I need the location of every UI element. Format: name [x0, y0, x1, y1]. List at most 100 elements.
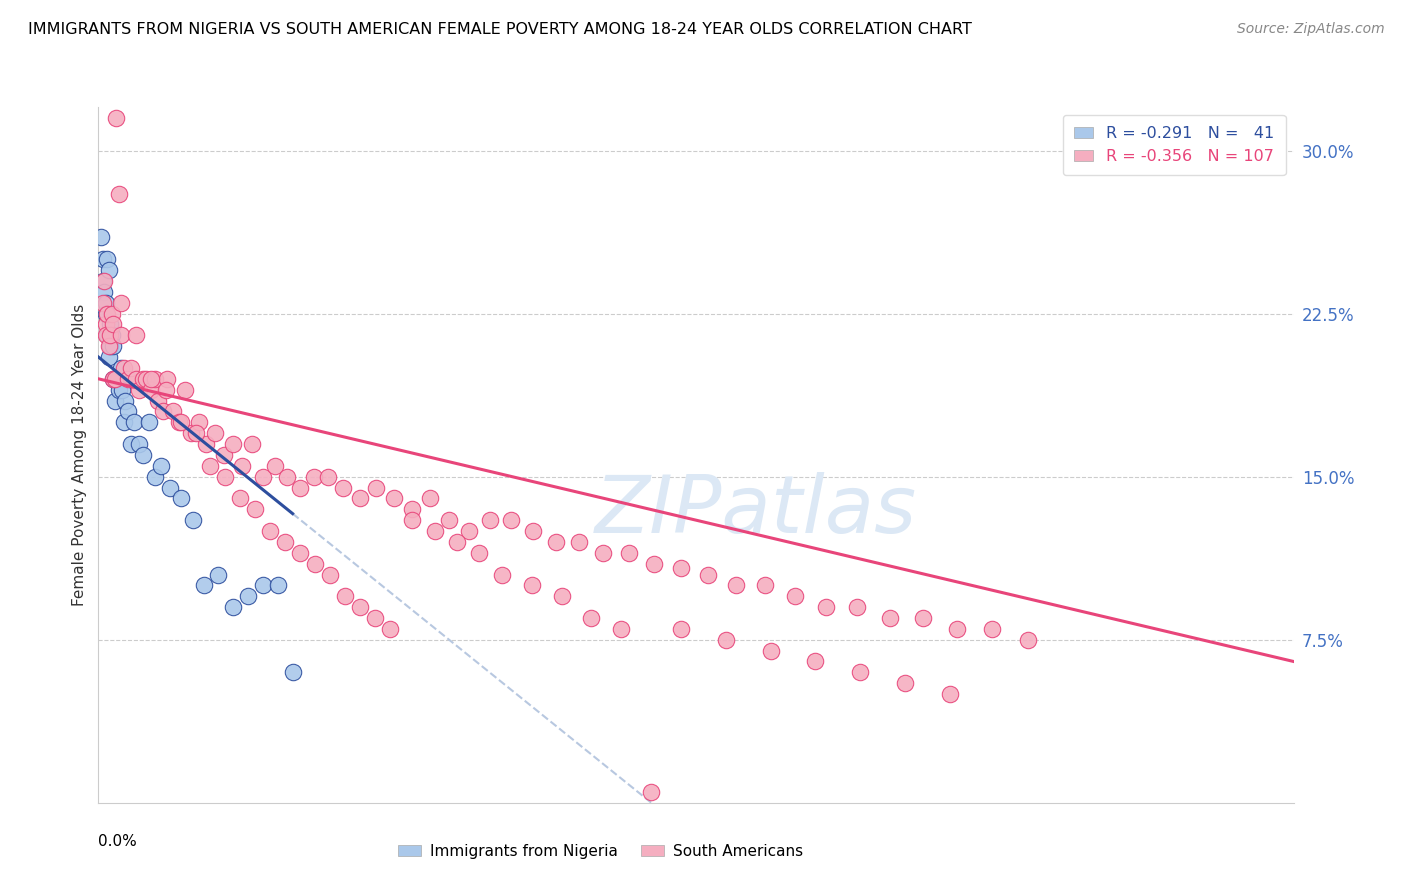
- Point: [274, 535, 297, 549]
- Point: [814, 600, 837, 615]
- Point: [120, 437, 142, 451]
- Point: [132, 448, 155, 462]
- Point: [333, 589, 356, 603]
- Point: [94, 307, 117, 321]
- Point: [180, 426, 202, 441]
- Point: [195, 437, 218, 451]
- Point: [610, 622, 633, 636]
- Point: [332, 481, 354, 495]
- Point: [259, 524, 281, 538]
- Point: [200, 458, 222, 473]
- Point: [96, 307, 118, 321]
- Point: [912, 611, 935, 625]
- Point: [97, 339, 120, 353]
- Point: [110, 360, 132, 375]
- Point: [522, 524, 544, 538]
- Point: [643, 557, 665, 571]
- Point: [93, 274, 115, 288]
- Point: [187, 415, 209, 429]
- Point: [135, 372, 157, 386]
- Point: [96, 252, 118, 267]
- Point: [212, 448, 235, 462]
- Point: [111, 383, 134, 397]
- Point: [759, 643, 782, 657]
- Point: [93, 285, 115, 299]
- Point: [568, 535, 591, 549]
- Point: [366, 481, 388, 495]
- Point: [478, 513, 501, 527]
- Point: [112, 360, 135, 375]
- Point: [714, 632, 737, 647]
- Point: [139, 383, 162, 397]
- Point: [349, 491, 371, 506]
- Text: Source: ZipAtlas.com: Source: ZipAtlas.com: [1237, 22, 1385, 37]
- Point: [382, 491, 405, 506]
- Text: 0.0%: 0.0%: [98, 834, 138, 849]
- Point: [617, 546, 640, 560]
- Point: [550, 589, 572, 603]
- Point: [592, 546, 614, 560]
- Point: [104, 393, 127, 408]
- Point: [401, 502, 423, 516]
- Point: [155, 383, 177, 397]
- Point: [117, 372, 139, 386]
- Point: [214, 469, 236, 483]
- Point: [207, 567, 229, 582]
- Point: [107, 372, 129, 386]
- Point: [94, 328, 117, 343]
- Point: [804, 655, 827, 669]
- Point: [281, 665, 304, 680]
- Point: [103, 372, 125, 386]
- Point: [91, 274, 114, 288]
- Point: [236, 589, 259, 603]
- Point: [725, 578, 748, 592]
- Point: [181, 513, 204, 527]
- Point: [879, 611, 901, 625]
- Point: [108, 383, 131, 397]
- Point: [101, 328, 124, 343]
- Point: [96, 328, 118, 343]
- Point: [939, 687, 962, 701]
- Point: [458, 524, 481, 538]
- Point: [103, 318, 125, 332]
- Point: [105, 111, 128, 125]
- Point: [491, 567, 513, 582]
- Point: [167, 415, 190, 429]
- Point: [846, 600, 869, 615]
- Point: [849, 665, 872, 680]
- Point: [231, 458, 253, 473]
- Point: [229, 491, 252, 506]
- Point: [252, 469, 274, 483]
- Point: [423, 524, 446, 538]
- Point: [97, 263, 120, 277]
- Point: [401, 513, 423, 527]
- Point: [94, 318, 117, 332]
- Point: [125, 328, 148, 343]
- Point: [581, 611, 603, 625]
- Legend: Immigrants from Nigeria, South Americans: Immigrants from Nigeria, South Americans: [392, 838, 808, 864]
- Point: [90, 230, 112, 244]
- Point: [222, 600, 245, 615]
- Point: [419, 491, 441, 506]
- Point: [103, 372, 125, 386]
- Point: [1017, 632, 1039, 647]
- Point: [364, 611, 387, 625]
- Point: [159, 481, 181, 495]
- Point: [245, 502, 267, 516]
- Y-axis label: Female Poverty Among 18-24 Year Olds: Female Poverty Among 18-24 Year Olds: [72, 304, 87, 606]
- Point: [263, 458, 285, 473]
- Point: [138, 415, 160, 429]
- Point: [132, 372, 155, 386]
- Point: [204, 426, 226, 441]
- Point: [697, 567, 720, 582]
- Point: [240, 437, 263, 451]
- Point: [156, 372, 179, 386]
- Text: IMMIGRANTS FROM NIGERIA VS SOUTH AMERICAN FEMALE POVERTY AMONG 18-24 YEAR OLDS C: IMMIGRANTS FROM NIGERIA VS SOUTH AMERICA…: [28, 22, 972, 37]
- Point: [114, 393, 136, 408]
- Point: [110, 328, 132, 343]
- Point: [128, 383, 150, 397]
- Point: [499, 513, 522, 527]
- Point: [894, 676, 917, 690]
- Point: [184, 426, 207, 441]
- Point: [124, 415, 146, 429]
